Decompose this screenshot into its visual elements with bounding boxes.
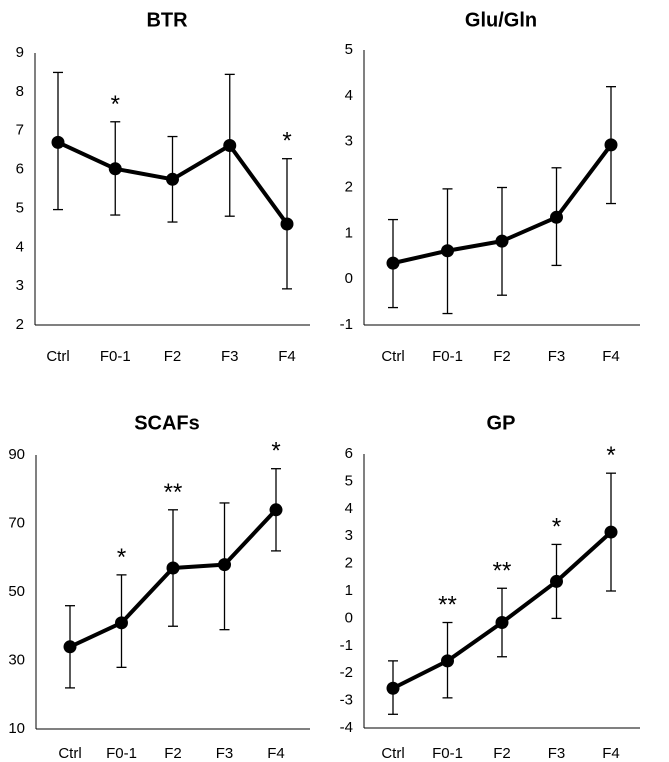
chart-title: GP [487,412,516,434]
data-point [108,162,122,176]
y-tick-label: 0 [345,270,353,287]
y-tick-label: 2 [345,555,353,572]
data-point [166,561,180,575]
y-tick-label: 6 [345,445,353,462]
x-tick-label: F3 [548,348,566,365]
chart-title: Glu/Gln [465,9,537,31]
x-tick-label: F0-1 [432,348,463,365]
y-tick-label: 4 [345,500,353,517]
x-tick-label: Ctrl [46,348,69,365]
y-tick-label: 90 [8,446,25,463]
data-point [269,503,283,517]
y-tick-label: 9 [16,44,24,61]
y-tick-label: 30 [8,651,25,668]
x-tick-label: F4 [278,348,296,365]
data-point [223,138,237,152]
x-tick-label: F2 [164,348,182,365]
significance-marker: ** [164,479,183,506]
y-tick-label: 7 [16,122,24,139]
data-point [51,135,65,149]
x-tick-label: F2 [493,348,511,365]
significance-marker: * [117,544,126,571]
x-tick-label: F0-1 [432,745,463,762]
y-tick-label: 10 [8,720,25,737]
data-point [441,244,454,258]
x-tick-label: F3 [216,745,234,762]
y-tick-label: 5 [16,199,24,216]
x-tick-label: F2 [493,745,511,762]
chart-title: BTR [146,9,188,31]
y-tick-label: 4 [345,87,353,104]
data-point [386,681,400,695]
data-point [280,217,294,231]
x-tick-label: F3 [221,348,239,365]
x-tick-label: F3 [548,745,566,762]
data-point [115,616,128,630]
x-tick-label: Ctrl [381,348,404,365]
data-point [604,525,618,539]
y-tick-label: 3 [16,277,24,294]
data-point [550,210,563,224]
y-tick-label: -1 [340,316,353,333]
y-tick-label: 3 [345,133,353,150]
significance-marker: * [282,128,291,155]
x-tick-label: Ctrl [58,745,81,762]
data-point [495,234,509,248]
data-point [63,640,77,654]
data-point [386,256,400,270]
y-tick-label: 5 [345,472,353,489]
y-tick-label: 0 [345,609,353,626]
significance-marker: * [606,442,615,469]
y-tick-label: 1 [345,582,353,599]
significance-marker: ** [438,592,457,619]
data-point [550,574,563,588]
y-tick-label: 2 [345,178,353,195]
chart-panel-glu-gln: Glu/Gln -1 0 1 2 3 4 5 Ctrl F0-1 F2 F3 F4 [340,9,640,365]
y-tick-label: 8 [16,83,24,100]
data-point [604,138,618,152]
chart-title: SCAFs [134,412,200,434]
x-tick-label: F4 [602,348,620,365]
x-tick-label: F0-1 [100,348,131,365]
x-tick-label: Ctrl [381,745,404,762]
y-tick-label: 50 [8,583,25,600]
y-tick-label: -4 [340,719,353,736]
data-point [441,654,454,668]
y-tick-label: -2 [340,664,353,681]
y-tick-label: 5 [345,41,353,58]
y-tick-label: 2 [16,316,24,333]
data-point [218,558,231,572]
y-tick-label: 6 [16,161,24,178]
significance-marker: * [111,91,120,118]
y-tick-label: 70 [8,514,25,531]
x-tick-label: F2 [164,745,182,762]
y-tick-label: 1 [345,224,353,241]
y-tick-label: 4 [16,238,24,255]
x-tick-label: F4 [602,745,620,762]
significance-marker: ** [493,557,512,584]
data-point [495,616,509,630]
data-point [166,172,179,186]
x-tick-label: F4 [267,745,285,762]
y-tick-label: -3 [340,692,353,709]
significance-marker: * [271,438,280,465]
x-tick-label: F0-1 [106,745,137,762]
y-tick-label: 3 [345,527,353,544]
significance-marker: * [552,513,561,540]
y-tick-label: -1 [340,637,353,654]
chart-panel-btr: BTR 2 3 4 5 6 7 8 9 Ctrl F0-1 F2 F3 F4 * * [16,9,310,365]
